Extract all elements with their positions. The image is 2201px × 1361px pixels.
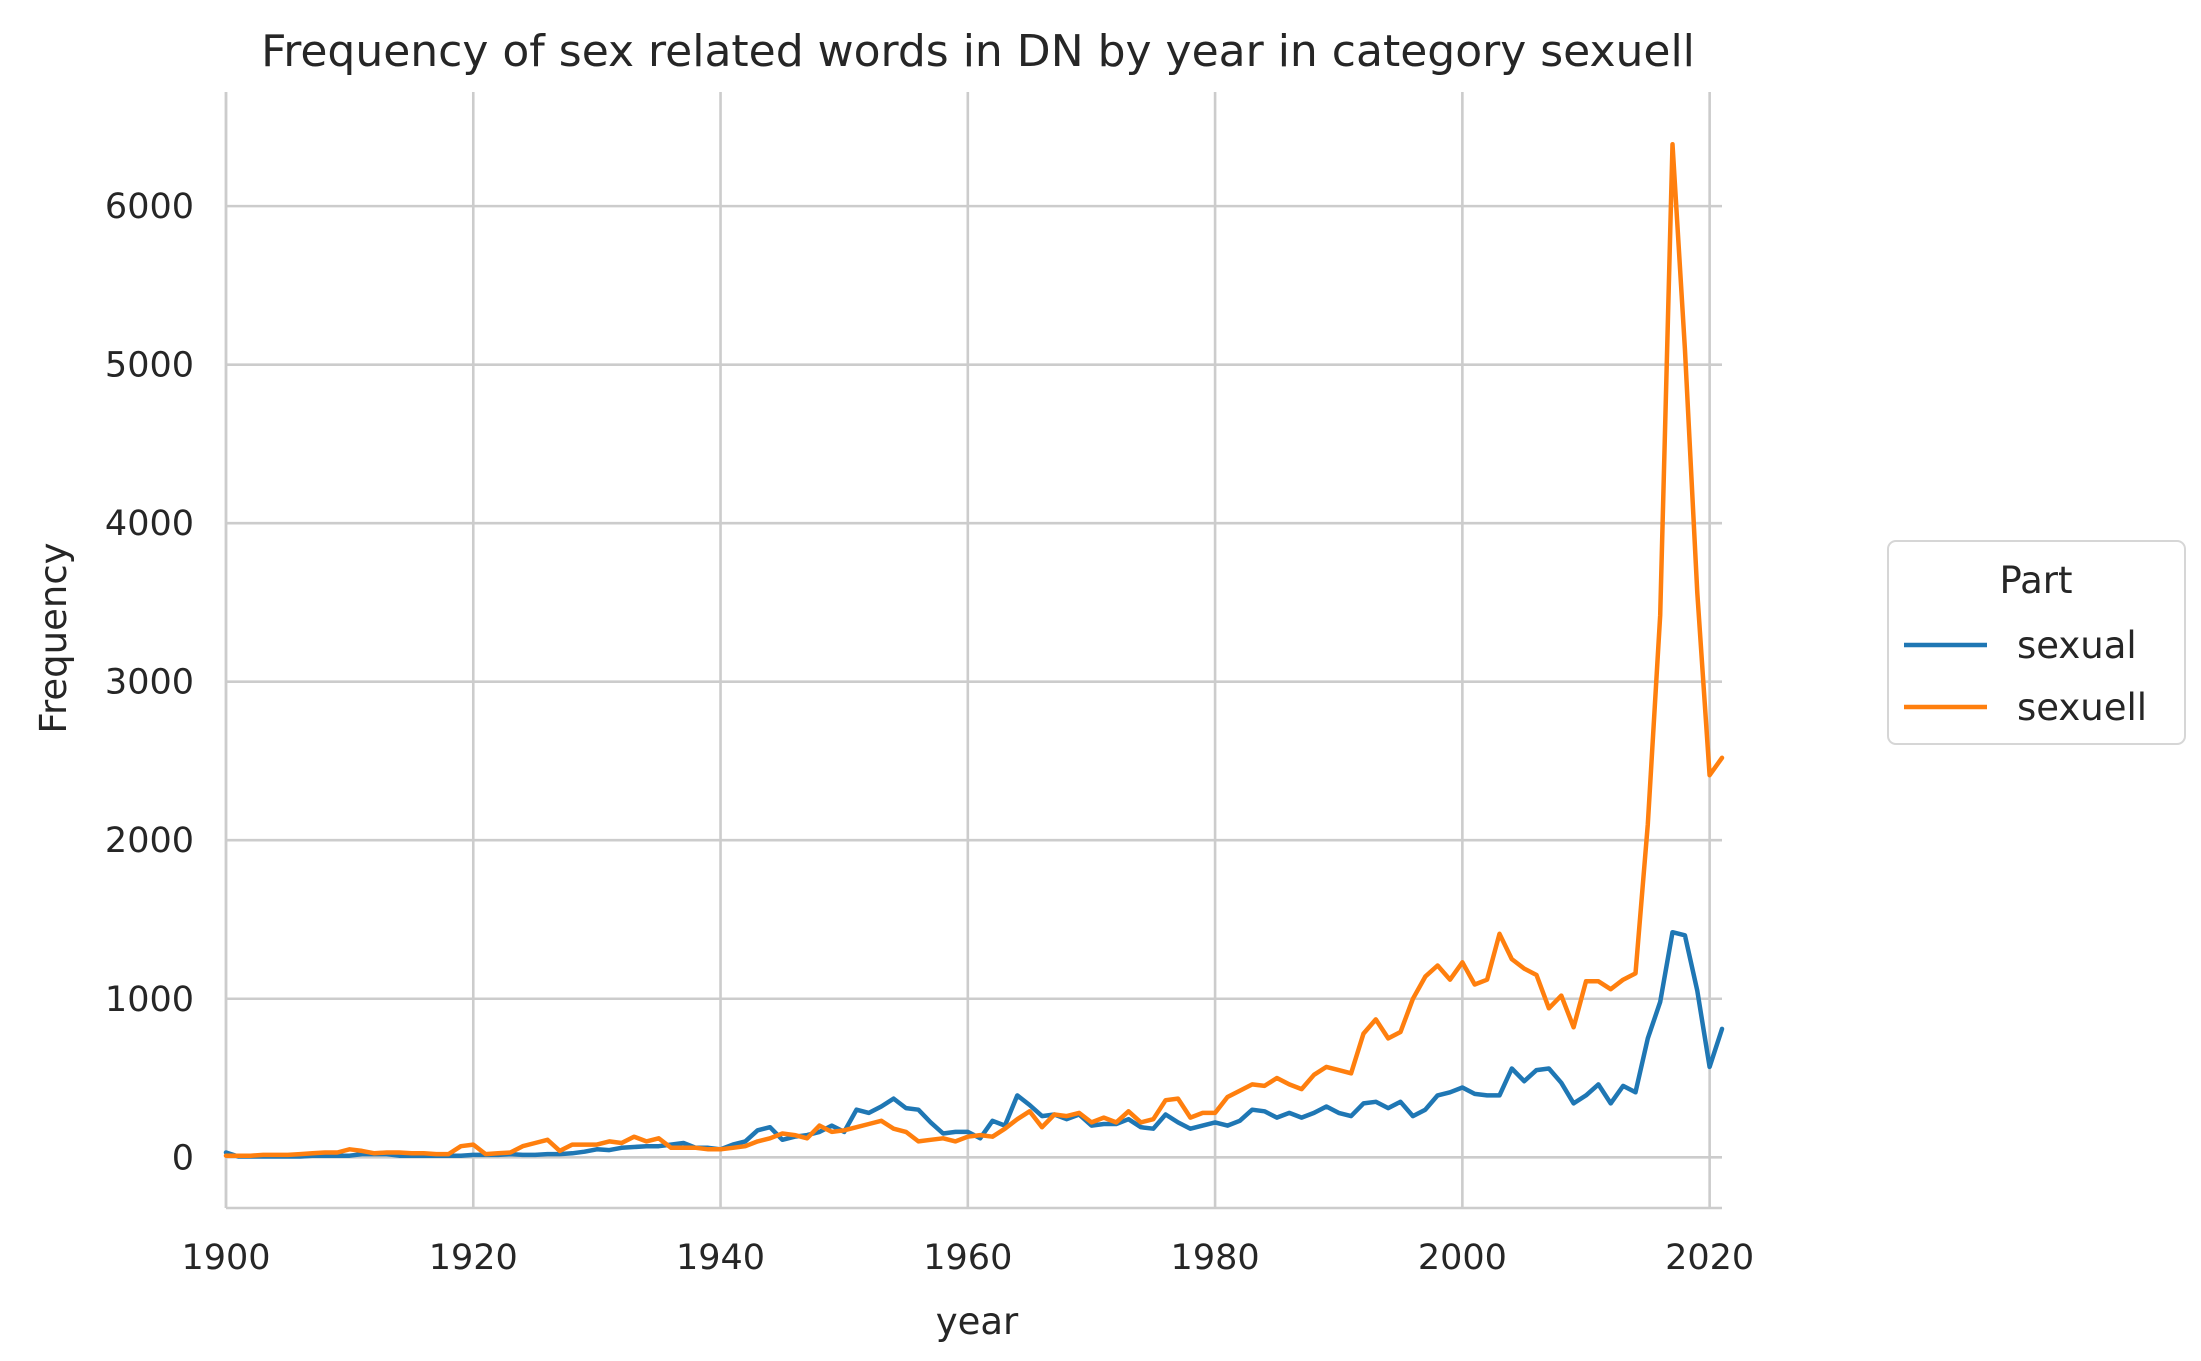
y-tick-label: 1000 [105, 980, 194, 1020]
x-tick-label: 2020 [1665, 1238, 1754, 1278]
legend-items: sexual sexuell [1904, 624, 2147, 729]
y-tick-labels: 0 1000 2000 3000 4000 5000 6000 [105, 187, 194, 1178]
series-layer [223, 142, 1725, 1159]
legend: Part sexual sexuell [1887, 540, 2186, 745]
legend-label-sexual: sexual [2017, 624, 2137, 667]
series-line-sexuell [223, 142, 1725, 1158]
x-tick-label: 1960 [923, 1238, 1012, 1278]
y-tick-label: 6000 [105, 187, 194, 227]
legend-label-sexuell: sexuell [2017, 686, 2147, 729]
y-tick-label: 0 [172, 1138, 194, 1178]
x-tick-label: 1900 [181, 1238, 270, 1278]
y-tick-label: 5000 [105, 346, 194, 386]
y-tick-label: 3000 [105, 663, 194, 703]
chart-title: Frequency of sex related words in DN by … [261, 26, 1695, 77]
grid [224, 92, 1722, 1208]
x-tick-label: 2000 [1418, 1238, 1507, 1278]
legend-frame [1887, 540, 2186, 745]
y-tick-label: 4000 [105, 504, 194, 544]
y-axis-label: Frequency [32, 542, 75, 733]
axis-spines [224, 92, 1722, 1210]
x-tick-labels: 1900 1920 1940 1960 1980 2000 2020 [181, 1238, 1754, 1278]
x-tick-label: 1920 [429, 1238, 518, 1278]
series-line-sexual [223, 929, 1725, 1159]
x-tick-label: 1980 [1171, 1238, 1260, 1278]
x-tick-label: 1940 [676, 1238, 765, 1278]
legend-title: Part [1999, 559, 2072, 602]
x-axis-label: year [936, 1300, 1019, 1343]
y-tick-label: 2000 [105, 821, 194, 861]
